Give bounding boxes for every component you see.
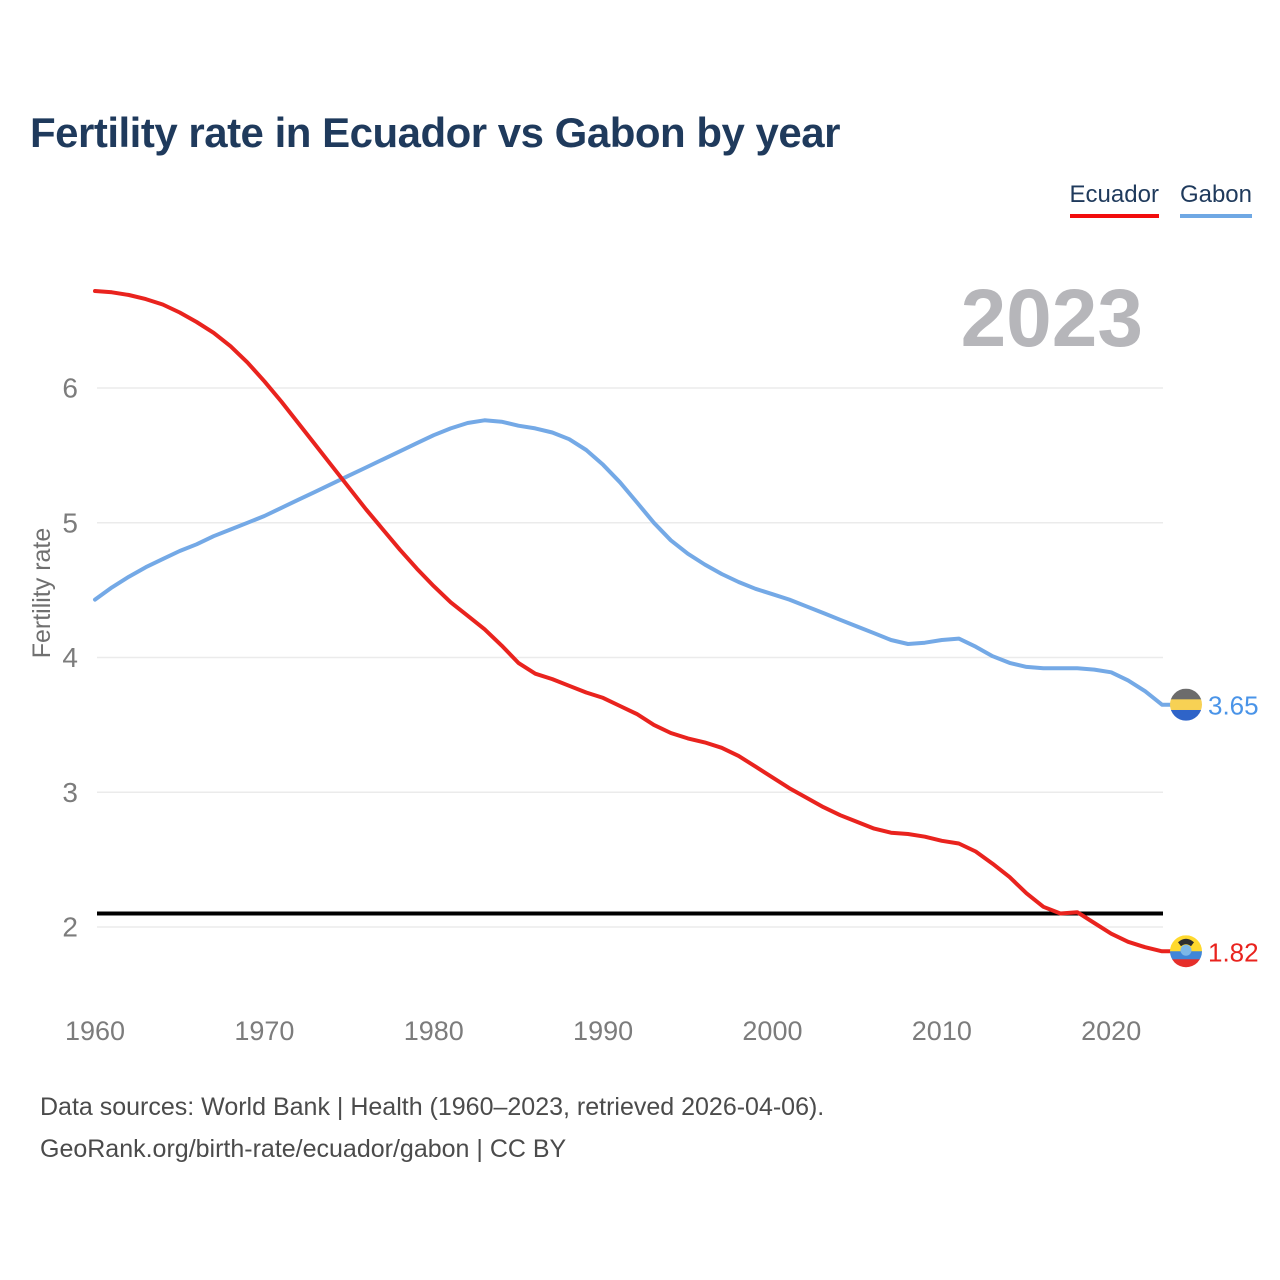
y-tick-label-2: 2 [62, 912, 78, 943]
y-tick-label-6: 6 [62, 373, 78, 404]
footer: Data sources: World Bank | Health (1960–… [40, 1087, 824, 1170]
ecuador-line [93, 289, 1173, 954]
legend-item-gabon[interactable]: Gabon [1179, 183, 1252, 218]
x-tick-label-2020: 2020 [1081, 1016, 1141, 1046]
footer-data-sources: Data sources: World Bank | Health (1960–… [40, 1093, 825, 1121]
y-axis-title: Fertility rate [28, 528, 56, 659]
ecuador-flag-icon [1170, 935, 1202, 968]
y-tick-label-4: 4 [62, 642, 78, 673]
x-tick-label-1980: 1980 [404, 1016, 464, 1046]
x-tick-label-1960: 1960 [65, 1016, 125, 1046]
x-tick-label-1990: 1990 [573, 1016, 633, 1046]
watermark-year: 2023 [961, 273, 1143, 364]
gabon-line [93, 418, 1173, 707]
y-tick-label-5: 5 [62, 507, 78, 538]
gabon-flag-icon [1170, 688, 1202, 721]
x-tick-label-1970: 1970 [234, 1016, 294, 1046]
x-tick-label-2010: 2010 [912, 1016, 972, 1046]
ecuador-end-value-label: 1.82 [1208, 937, 1259, 967]
footer-attribution: GeoRank.org/birth-rate/ecuador/gabon | C… [40, 1134, 567, 1163]
legend-item-ecuador[interactable]: Ecuador [1069, 183, 1159, 218]
gabon-end-value-label: 3.65 [1208, 691, 1259, 721]
legend: Ecuador Gabon [1069, 183, 1252, 218]
page-title: Fertility rate in Ecuador vs Gabon by ye… [30, 109, 840, 156]
y-tick-label-3: 3 [62, 777, 78, 808]
x-tick-label-2000: 2000 [742, 1016, 802, 1046]
